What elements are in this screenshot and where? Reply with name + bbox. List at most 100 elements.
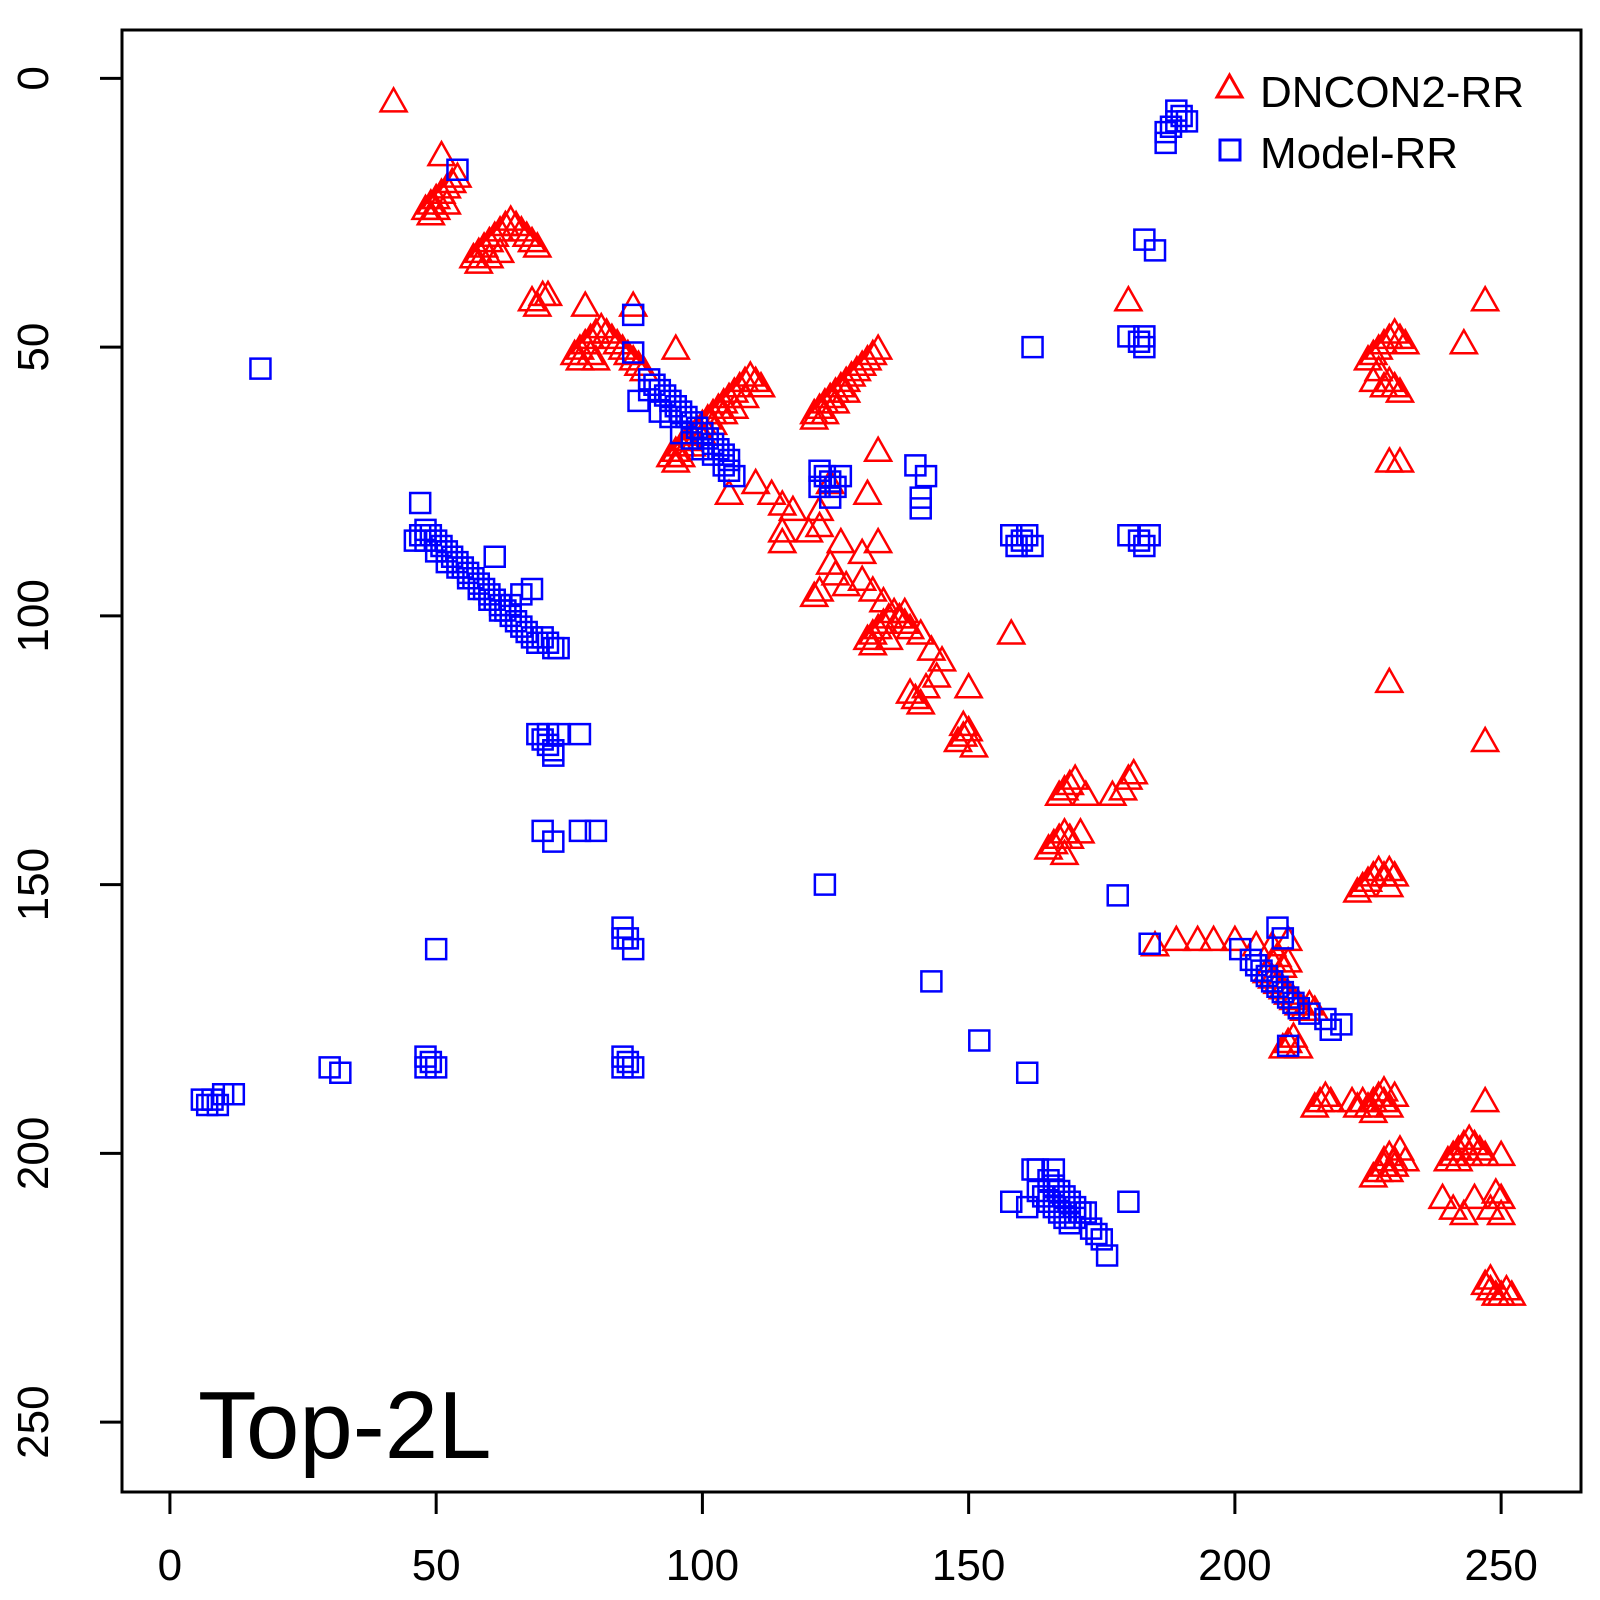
point-dncon2-rr [1283,1031,1314,1059]
point-dncon2-rr [1368,1074,1400,1102]
point-dncon2-rr [921,660,952,688]
point-model-rr [1170,104,1193,128]
point-dncon2-rr [484,236,516,264]
point-model-rr [1085,1222,1108,1246]
point-model-rr [1042,1158,1066,1181]
point-model-rr [542,830,565,853]
point-dncon2-rr [740,467,771,495]
x-tick-label: 0 [158,1541,182,1590]
point-dncon2-rr [1459,1182,1490,1210]
point-dncon2-rr [660,445,691,473]
point-dncon2-rr [862,526,894,554]
point-model-rr [547,722,570,746]
point-dncon2-rr [948,720,979,747]
point-model-rr [813,873,837,896]
point-dncon2-rr [1470,1139,1501,1167]
point-model-rr [547,636,570,660]
point-model-rr [424,937,448,961]
point-model-rr [1138,524,1161,547]
point-model-rr [1276,1034,1300,1058]
point-dncon2-rr [1139,929,1171,957]
y-tick-label: 0 [9,66,58,90]
point-dncon2-rr [804,510,835,538]
point-dncon2-rr [1485,1182,1517,1210]
point-model-rr [920,970,943,993]
point-dncon2-rr [745,370,777,398]
point-model-rr [446,158,469,181]
point-dncon2-rr [825,526,856,554]
point-dncon2-rr [793,515,825,543]
point-model-rr [1133,325,1156,348]
chart-annotation-top-2l: Top-2L [198,1372,492,1479]
point-dncon2-rr [474,241,505,269]
y-axis: 0 50 100 150 200 250 [9,66,124,1459]
point-model-rr [568,722,592,746]
x-tick-label: 150 [932,1541,1005,1590]
point-dncon2-rr [660,333,691,360]
point-dncon2-rr [916,634,947,661]
point-dncon2-rr [1384,322,1416,350]
point-dncon2-rr [511,220,542,247]
point-model-rr [999,1190,1023,1213]
point-dncon2-rr [506,214,537,242]
legend-label-dncon2-rr: DNCON2-RR [1260,68,1524,117]
point-dncon2-rr [1054,768,1085,796]
point-model-rr [1005,534,1028,558]
point-dncon2-rr [1272,945,1304,973]
x-tick-label: 250 [1464,1541,1537,1590]
point-dncon2-rr [580,343,612,371]
point-dncon2-rr [1475,1262,1506,1290]
point-dncon2-rr [1485,1198,1517,1226]
point-dncon2-rr [1443,1144,1474,1172]
point-dncon2-rr [426,139,457,167]
point-model-rr [1330,1013,1353,1036]
point-model-rr [414,1056,437,1079]
point-model-rr [542,744,565,767]
point-dncon2-rr [431,187,462,215]
point-model-rr [249,357,272,380]
point-dncon2-rr [1374,445,1405,473]
point-dncon2-rr [1347,1085,1378,1113]
point-dncon2-rr [1049,838,1080,866]
point-model-rr [968,1029,991,1052]
point-dncon2-rr [1454,1123,1485,1150]
point-dncon2-rr [1470,725,1501,753]
point-dncon2-rr [740,365,771,393]
point-dncon2-rr [1315,1085,1346,1113]
point-dncon2-rr [1097,779,1128,806]
x-axis: 0 50 100 150 200 250 [158,1490,1538,1590]
point-model-rr [1298,1002,1321,1025]
point-dncon2-rr [862,333,894,360]
point-dncon2-rr [1374,666,1405,694]
legend-label-model-rr: Model-RR [1260,129,1458,178]
point-dncon2-rr [612,338,644,366]
point-dncon2-rr [831,376,862,403]
point-model-rr [1165,99,1188,122]
point-dncon2-rr [532,279,564,307]
point-dncon2-rr [442,161,473,188]
point-dncon2-rr [618,343,649,371]
point-model-rr [483,545,506,568]
point-dncon2-rr [1118,757,1149,785]
legend-marker-dncon2-rr [1214,71,1245,99]
point-dncon2-rr [1480,1176,1511,1204]
point-dncon2-rr [948,709,979,737]
point-dncon2-rr [1059,763,1091,790]
point-dncon2-rr [575,338,606,366]
point-dncon2-rr [1310,1080,1341,1107]
point-dncon2-rr [953,671,984,699]
point-dncon2-rr [463,247,494,274]
point-model-rr [222,1083,246,1106]
point-dncon2-rr [905,617,936,645]
point-dncon2-rr [1363,1080,1394,1107]
legend: DNCON2-RR Model-RR [1214,68,1524,178]
point-dncon2-rr [852,478,883,505]
point-dncon2-rr [713,478,745,505]
point-model-rr [611,927,634,950]
point-dncon2-rr [953,714,984,742]
point-dncon2-rr [1427,1182,1458,1210]
point-dncon2-rr [591,316,622,344]
point-model-rr [1106,884,1129,907]
point-dncon2-rr [596,322,628,350]
